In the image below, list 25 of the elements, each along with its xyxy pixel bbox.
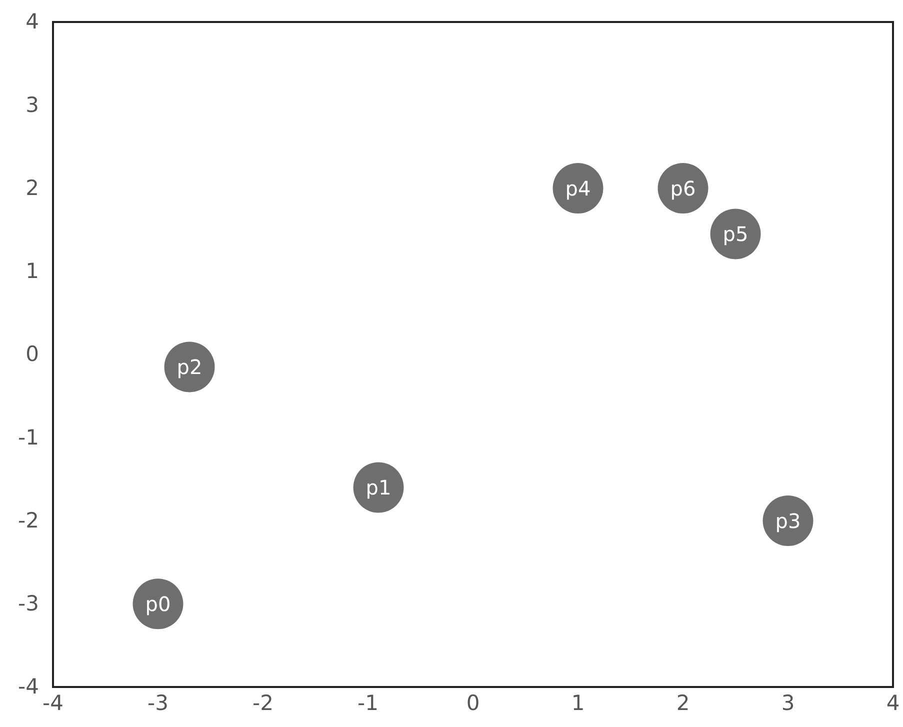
annotation: p5 — [722, 222, 748, 246]
x-tick-label: 3 — [781, 690, 795, 715]
y-tick-label: -1 — [18, 425, 39, 450]
y-tick-label: 0 — [26, 342, 39, 366]
y-tick-label: -2 — [18, 508, 39, 532]
annotation: p3 — [775, 508, 801, 533]
annotation: p6 — [670, 176, 696, 200]
x-tick-label: 0 — [466, 690, 480, 715]
y-tick-label: 2 — [26, 176, 39, 200]
x-tick-label: 1 — [571, 690, 585, 715]
y-tick-label: -4 — [18, 674, 39, 699]
y-tick-label: 1 — [26, 259, 39, 284]
annotation: p2 — [176, 354, 202, 379]
annotation: p0 — [145, 592, 171, 616]
x-tick-label: -4 — [42, 690, 64, 715]
annotation: p4 — [565, 176, 591, 200]
x-tick-label: -1 — [358, 690, 378, 715]
y-tick-label: 3 — [26, 92, 39, 117]
y-tick-label: 4 — [26, 10, 39, 34]
x-tick-label: -3 — [148, 690, 168, 715]
x-tick-label: 4 — [886, 690, 900, 715]
x-tick-label: -2 — [252, 690, 274, 715]
x-tick-label: 2 — [676, 690, 690, 715]
y-tick-label: -3 — [18, 592, 39, 616]
annotation: p1 — [366, 476, 392, 500]
